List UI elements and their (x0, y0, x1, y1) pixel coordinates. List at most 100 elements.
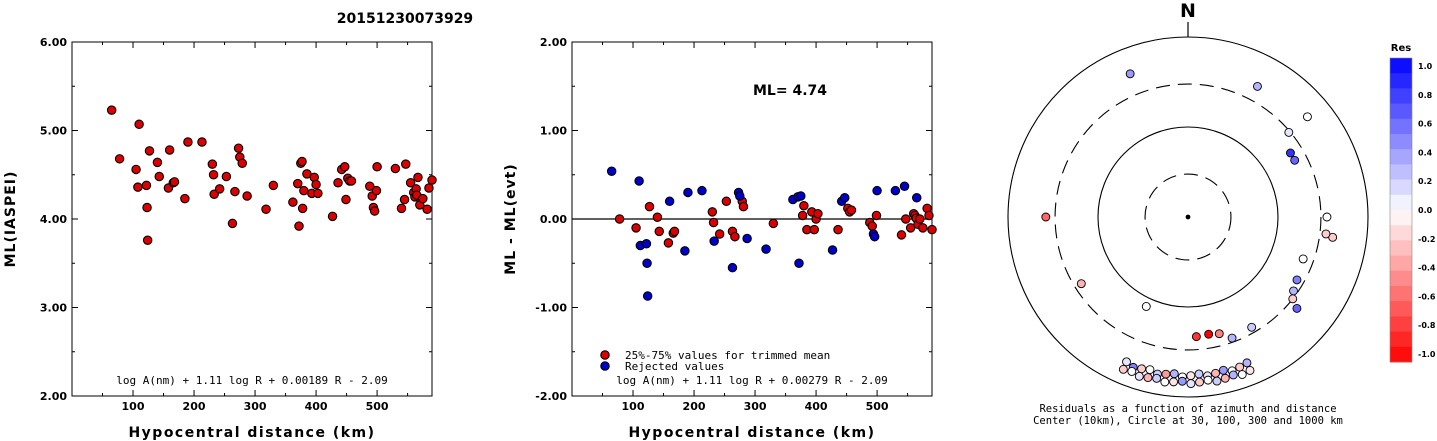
colorbar-segment (1390, 316, 1412, 333)
data-point (142, 235, 153, 245)
residual-point (1186, 379, 1196, 389)
data-point (813, 208, 823, 219)
residual-point (1252, 81, 1262, 91)
range-ring (1007, 36, 1369, 398)
data-point (768, 218, 779, 229)
residual-point (1235, 362, 1245, 372)
data-point (644, 201, 655, 212)
data-point (730, 231, 740, 242)
residual-point (1227, 333, 1237, 343)
data-point (399, 194, 410, 205)
data-point (311, 179, 321, 190)
y-tick-label: 1.00 (540, 125, 567, 138)
data-point (911, 193, 922, 203)
data-point (297, 156, 307, 167)
residual-point (1242, 358, 1252, 368)
data-point (761, 244, 771, 254)
data-point (641, 239, 652, 249)
data-point (268, 180, 279, 191)
residual-colorbar: Res 1.0 0.8 0.6 0.4 0.2 0.0 -0.2 -0.4 -0.6 -0.8 -1.… (1389, 43, 1436, 363)
colorbar-segment (1390, 88, 1412, 105)
residual-point (1134, 371, 1144, 381)
residual-point (1204, 329, 1214, 339)
data-point (654, 226, 665, 237)
data-point (242, 191, 252, 201)
residual-point (1169, 369, 1179, 379)
data-point (927, 224, 937, 235)
colorbar-segment (1390, 286, 1412, 302)
data-point (614, 214, 625, 224)
residual-point (1292, 275, 1302, 285)
left-panel-ml-vs-distance: 100 200 300 400 500 2.00 3.00 4.00 5.00 6.00 Hypoc… (3, 36, 437, 441)
data-point (327, 211, 338, 222)
data-point (164, 145, 175, 155)
data-point (663, 238, 674, 248)
y-tick-label: 3.00 (40, 302, 67, 315)
data-point (365, 181, 375, 192)
colorbar-tick-label: -0.4 (1418, 264, 1436, 273)
data-point (422, 204, 432, 215)
data-point (827, 245, 838, 255)
y-tick-label: 0.00 (540, 213, 567, 226)
colorbar-segment (1390, 240, 1412, 257)
data-point (899, 181, 910, 192)
event-title: 20151230073929 (337, 11, 473, 27)
colorbar-segment (1390, 149, 1412, 165)
data-point (418, 193, 428, 204)
legend-label: 25%-75% values for trimmed mean (625, 349, 830, 362)
data-point (427, 175, 437, 185)
residual-point (1302, 112, 1312, 122)
data-point (141, 180, 152, 191)
residual-point (1125, 69, 1135, 79)
data-point (424, 183, 434, 193)
data-point (152, 157, 163, 168)
polar-residual-plot: N Residuals as a function of azimuth and … (1007, 0, 1369, 427)
residual-point (1220, 373, 1230, 383)
data-point (293, 178, 303, 189)
data-point (413, 172, 423, 183)
colorbar-segment (1390, 270, 1412, 287)
colorbar-tick-label: 0.4 (1418, 148, 1433, 157)
colorbar-segment (1390, 331, 1412, 348)
data-point (299, 185, 309, 196)
residual-point (1322, 212, 1332, 222)
residual-point (1177, 376, 1187, 386)
data-point (606, 166, 617, 176)
colorbar-segment (1390, 118, 1412, 135)
residual-point (1237, 370, 1247, 379)
data-point (230, 186, 240, 197)
colorbar-segment (1390, 58, 1412, 74)
data-point (709, 236, 719, 246)
range-ring (1054, 83, 1322, 351)
data-point (106, 105, 117, 115)
y-tick-label: -1.00 (535, 302, 567, 315)
colorbar-tick-label: 0.6 (1418, 120, 1433, 129)
data-point (796, 191, 806, 201)
data-point (346, 176, 357, 186)
data-point (867, 221, 877, 231)
data-point (401, 159, 411, 169)
ml-annotation: ML= 4.74 (753, 83, 827, 99)
data-point (680, 246, 690, 256)
legend-marker (600, 361, 610, 371)
residual-point (1127, 366, 1137, 376)
data-point (871, 210, 882, 221)
data-point (890, 185, 901, 196)
data-point (634, 176, 644, 186)
residual-point (1203, 375, 1213, 385)
residual-point (1160, 377, 1170, 387)
data-point (869, 231, 880, 242)
y-tick-label: 4.00 (40, 213, 67, 226)
data-point (809, 224, 819, 235)
formula-text: log A(nm) + 1.11 log R + 0.00279 R - 2.0… (616, 374, 888, 387)
data-point (313, 188, 323, 199)
colorbar-tick-label: 0.8 (1418, 91, 1433, 100)
residual-point (1298, 254, 1308, 264)
x-tick-label: 200 (683, 400, 706, 413)
residual-point (1118, 364, 1128, 374)
data-point (261, 204, 271, 215)
residual-point (1245, 365, 1255, 375)
residual-point (1194, 369, 1204, 379)
colorbar-segment (1390, 301, 1412, 317)
